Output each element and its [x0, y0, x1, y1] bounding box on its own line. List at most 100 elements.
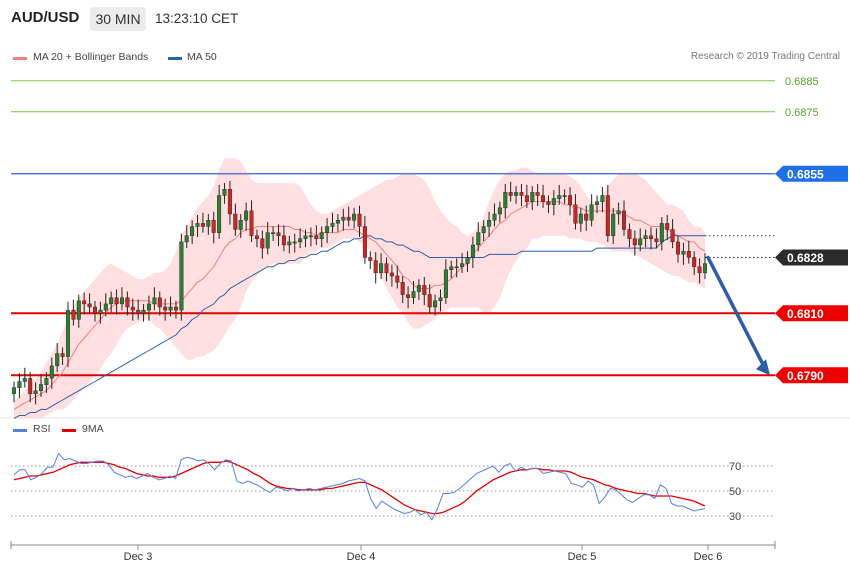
- candle-body: [487, 219, 492, 227]
- candle-body: [22, 378, 27, 382]
- candle-body: [44, 378, 49, 385]
- candle-body: [346, 216, 351, 221]
- rsi-tick-label: 70: [729, 461, 741, 473]
- candle-body: [573, 204, 578, 224]
- candle-body: [481, 226, 486, 233]
- legend-label-ma20: MA 20 + Bollinger Bands: [33, 51, 149, 63]
- candle-body: [200, 223, 205, 227]
- candle-body: [103, 303, 108, 311]
- candle-body: [287, 241, 292, 246]
- rsi-tick-label: 30: [729, 511, 741, 523]
- candle-body: [308, 235, 313, 238]
- candle-body: [497, 207, 502, 215]
- candle-body: [535, 192, 540, 196]
- candle-body: [438, 297, 443, 302]
- candle-body: [519, 192, 524, 196]
- time-label: 13:23:10 CET: [155, 11, 239, 26]
- candle-body: [157, 297, 162, 308]
- candle-body: [217, 195, 222, 233]
- candle-body: [314, 235, 319, 239]
- candle-body: [692, 257, 697, 268]
- support-tag-0.6790: [775, 367, 848, 384]
- candle-body: [492, 213, 497, 221]
- candle-body: [584, 213, 589, 221]
- x-tick-label: Dec 6: [694, 551, 723, 563]
- candle-body: [686, 250, 691, 258]
- candle-body: [238, 219, 243, 230]
- candle-body: [341, 216, 346, 221]
- candle-body: [508, 192, 513, 196]
- candle-body: [163, 306, 168, 311]
- current-price-label: 0.6828: [787, 251, 824, 265]
- candle-body: [379, 263, 384, 274]
- candle-body: [389, 272, 394, 277]
- candle-body: [335, 219, 340, 224]
- candle-body: [195, 223, 200, 227]
- candle-body: [249, 210, 254, 236]
- candle-body: [400, 282, 405, 295]
- legend-swatch-rsi: [13, 429, 27, 432]
- candle-body: [146, 303, 151, 311]
- candle-body: [697, 266, 702, 274]
- candle-body: [173, 306, 178, 311]
- candle-body: [546, 201, 551, 205]
- chart-header: AUD/USD 30 MIN 13:23:10 CET: [0, 0, 850, 36]
- candle-body: [28, 378, 33, 395]
- candle-body: [595, 201, 600, 205]
- rsi-line: [13, 452, 706, 521]
- candle-body: [109, 297, 114, 305]
- symbol-label: AUD/USD: [11, 9, 80, 26]
- candle-body: [179, 241, 184, 311]
- current-price-tag: [775, 249, 848, 266]
- candle-body: [55, 353, 60, 367]
- candle-body: [33, 390, 38, 395]
- legend-label-rsi: RSI: [33, 423, 51, 435]
- candle-body: [433, 300, 438, 308]
- candle-body: [541, 195, 546, 202]
- candle-body: [622, 210, 627, 230]
- candle-body: [530, 192, 535, 202]
- candle-body: [87, 303, 92, 308]
- candle-body: [476, 232, 481, 246]
- candle-body: [271, 232, 276, 235]
- timeframe-button[interactable]: 30 MIN: [90, 7, 146, 31]
- x-tick-label: Dec 4: [347, 551, 376, 563]
- candle-body: [676, 241, 681, 255]
- candle-body: [292, 241, 297, 244]
- candle-body: [60, 353, 65, 357]
- candle-body: [265, 232, 270, 249]
- candle-body: [303, 235, 308, 239]
- candle-body: [514, 192, 519, 196]
- candle-body: [114, 297, 119, 305]
- candle-body: [65, 309, 70, 357]
- rsi-tick-label: 50: [729, 486, 741, 498]
- candle-body: [227, 188, 232, 215]
- candle-body: [76, 300, 81, 320]
- candle-body: [244, 210, 249, 221]
- candle-body: [643, 235, 648, 239]
- candle-body: [136, 309, 141, 314]
- candle-body: [184, 235, 189, 243]
- candle-body: [125, 297, 130, 308]
- candle-body: [649, 235, 654, 239]
- candle-body: [39, 384, 44, 391]
- rsi-ma-line: [13, 460, 706, 515]
- forecast-arrow-shaft: [706, 255, 767, 370]
- resistance-tag-0.6855: [775, 165, 848, 182]
- candle-body: [384, 263, 389, 274]
- candle-body: [222, 188, 227, 196]
- candle-body: [578, 213, 583, 224]
- legend-swatch-ma20: [13, 57, 27, 60]
- support-label-0.6810: 0.6810: [787, 307, 824, 321]
- candle-body: [298, 238, 303, 243]
- candle-body: [557, 195, 562, 199]
- legend-swatch-ma50: [168, 57, 182, 60]
- support-label-0.6790: 0.6790: [787, 369, 824, 383]
- candle-body: [11, 387, 16, 395]
- candle-body: [611, 213, 616, 236]
- candle-body: [411, 291, 416, 298]
- candle-body: [368, 257, 373, 261]
- candle-body: [276, 232, 281, 236]
